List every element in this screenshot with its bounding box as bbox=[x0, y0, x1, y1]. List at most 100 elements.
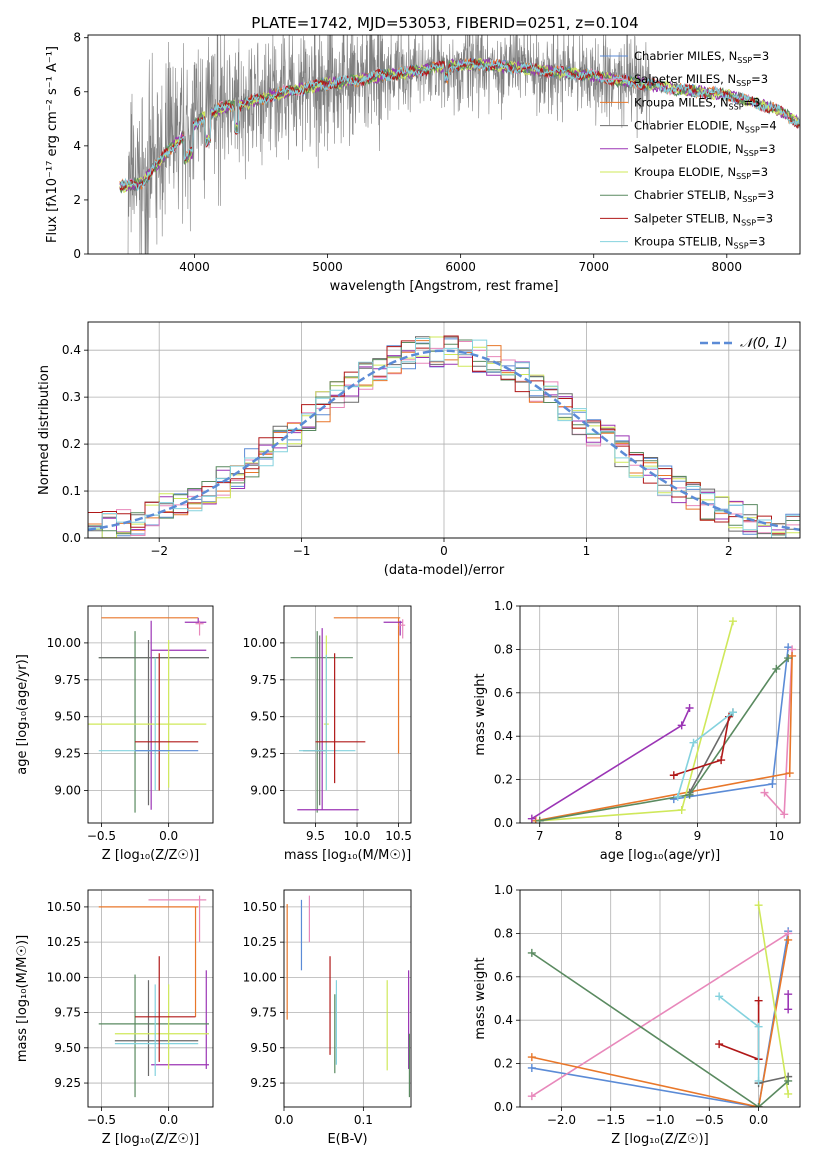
y-tick-label: 0.8 bbox=[494, 926, 513, 940]
weight-marker bbox=[527, 1053, 536, 1062]
x-axis-label: E(B-V) bbox=[327, 1132, 367, 1147]
y-tick-label: 0.6 bbox=[494, 686, 513, 700]
x-tick-label: 9.5 bbox=[306, 829, 325, 843]
weight-marker bbox=[784, 935, 793, 944]
y-tick-label: 0.1 bbox=[62, 484, 81, 498]
weight-marker bbox=[527, 814, 536, 823]
histogram-step bbox=[88, 338, 800, 538]
y-tick-label: 9.25 bbox=[54, 747, 81, 761]
weight-marker bbox=[728, 708, 737, 717]
x-tick-label: 5000 bbox=[312, 260, 343, 274]
model-line bbox=[119, 58, 800, 191]
axes-frame bbox=[519, 889, 801, 1108]
weight-marker bbox=[768, 779, 777, 788]
y-tick-label: 10.00 bbox=[243, 970, 277, 984]
weight-marker bbox=[677, 805, 686, 814]
y-tick-label: 9.50 bbox=[250, 1041, 277, 1055]
legend-entry: Chabrier STELIB, NSSP=3 bbox=[634, 188, 774, 204]
x-axis-label: (data-model)/error bbox=[384, 563, 505, 578]
y-tick-label: 10.50 bbox=[243, 900, 277, 914]
weight-line bbox=[718, 1000, 760, 1061]
y-tick-label: 9.25 bbox=[54, 1076, 81, 1090]
weight-marker bbox=[728, 617, 737, 626]
weight-marker bbox=[677, 721, 686, 730]
plot-area bbox=[88, 335, 800, 538]
weight-marker bbox=[527, 1063, 536, 1072]
y-tick-label: 10.00 bbox=[47, 970, 81, 984]
y-tick-label: 9.50 bbox=[250, 710, 277, 724]
panels: 4000 5000 6000 7000 8000 0 2 4 6 8 wavelength [Ang… bbox=[15, 31, 801, 1147]
plot-area bbox=[527, 901, 793, 1107]
panel-mass_vs_EBV: 0.0 0.1 9.25 9.50 9.75 10.00 10.25 10.50 E(B-V) bbox=[243, 889, 412, 1147]
plot-area bbox=[286, 895, 411, 1098]
y-tick-label: 6 bbox=[73, 85, 81, 99]
legend-entry: Salpeter ELODIE, NSSP=3 bbox=[634, 142, 776, 158]
weight-line bbox=[758, 1075, 789, 1084]
axes-frame bbox=[87, 321, 801, 539]
plot-area bbox=[290, 617, 406, 813]
x-tick-label: −1.5 bbox=[596, 1113, 625, 1127]
axes-frame bbox=[519, 605, 801, 824]
plot-area bbox=[119, 35, 800, 254]
y-tick-label: 0.4 bbox=[62, 343, 81, 357]
x-tick-label: 0.0 bbox=[749, 1113, 768, 1127]
weight-line bbox=[757, 905, 789, 1095]
y-tick-label: 10.00 bbox=[47, 636, 81, 650]
x-tick-label: −1 bbox=[293, 544, 311, 558]
axes-frame bbox=[283, 889, 412, 1108]
panel-age_vs_mass: 9.5 10.0 10.5 9.00 9.25 9.50 9.75 10.00 mass [lo… bbox=[243, 605, 412, 863]
weight-marker bbox=[715, 1040, 724, 1049]
legend-entry: Salpeter STELIB, NSSP=3 bbox=[634, 211, 773, 227]
x-tick-label: 8000 bbox=[712, 260, 743, 274]
normal-curve bbox=[88, 349, 800, 532]
y-tick-label: 2 bbox=[73, 193, 81, 207]
weight-line bbox=[531, 931, 789, 1107]
weight-marker bbox=[689, 738, 698, 747]
weight-marker bbox=[685, 790, 694, 799]
y-tick-label: 0.0 bbox=[62, 531, 81, 545]
y-axis-label: mass weight bbox=[473, 673, 488, 755]
weight-marker bbox=[754, 901, 763, 910]
y-tick-label: 10.00 bbox=[243, 636, 277, 650]
y-axis-label: Flux [fλ10⁻¹⁷ erg cm⁻² s⁻¹ A⁻¹] bbox=[45, 46, 60, 243]
weight-marker bbox=[760, 788, 769, 797]
y-tick-label: 0.6 bbox=[494, 970, 513, 984]
weight-marker bbox=[673, 792, 682, 801]
weight-line bbox=[688, 711, 734, 793]
panel-mass_vs_Z: −0.5 0.0 9.25 9.50 9.75 10.00 10.25 10.50 Z [log… bbox=[15, 889, 214, 1147]
y-tick-label: 0.4 bbox=[494, 729, 513, 743]
axes-frame bbox=[283, 605, 412, 824]
plot-area bbox=[98, 895, 209, 1098]
y-tick-label: 9.00 bbox=[250, 784, 277, 798]
y-axis-label: age [log₁₀(age/yr)] bbox=[15, 654, 30, 775]
plot-area bbox=[88, 617, 209, 813]
weight-marker bbox=[715, 992, 724, 1001]
y-tick-label: 9.50 bbox=[54, 710, 81, 724]
y-tick-label: 9.25 bbox=[250, 1076, 277, 1090]
x-tick-label: −0.5 bbox=[695, 1113, 724, 1127]
x-tick-label: 0.0 bbox=[274, 1113, 293, 1127]
y-tick-label: 0 bbox=[73, 247, 81, 261]
legend-entry: Chabrier ELODIE, NSSP=4 bbox=[634, 119, 777, 135]
x-tick-label: 10.5 bbox=[385, 829, 412, 843]
weight-marker bbox=[754, 1022, 763, 1031]
axes-frame bbox=[87, 889, 214, 1108]
plot-area bbox=[527, 617, 797, 823]
weight-marker bbox=[772, 664, 781, 673]
weight-marker bbox=[754, 1076, 763, 1085]
weight-line bbox=[531, 952, 789, 1107]
legend-entry: Kroupa ELODIE, NSSP=3 bbox=[634, 165, 768, 181]
x-tick-label: 9 bbox=[694, 829, 702, 843]
x-tick-label: −2 bbox=[150, 544, 168, 558]
weight-marker bbox=[784, 1076, 793, 1085]
axes-frame bbox=[87, 605, 214, 824]
y-tick-label: 0.0 bbox=[494, 1100, 513, 1114]
panel-massweight_vs_age: 7 8 9 10 0.0 0.2 0.4 0.6 0.8 1.0 age [log₁₀(age/yr… bbox=[473, 599, 801, 863]
weight-marker bbox=[784, 1089, 793, 1098]
axes-frame bbox=[87, 34, 801, 255]
x-tick-label: 2 bbox=[725, 544, 733, 558]
y-tick-label: 4 bbox=[73, 139, 81, 153]
x-tick-label: 0 bbox=[440, 544, 448, 558]
x-tick-label: 0.1 bbox=[354, 1113, 373, 1127]
